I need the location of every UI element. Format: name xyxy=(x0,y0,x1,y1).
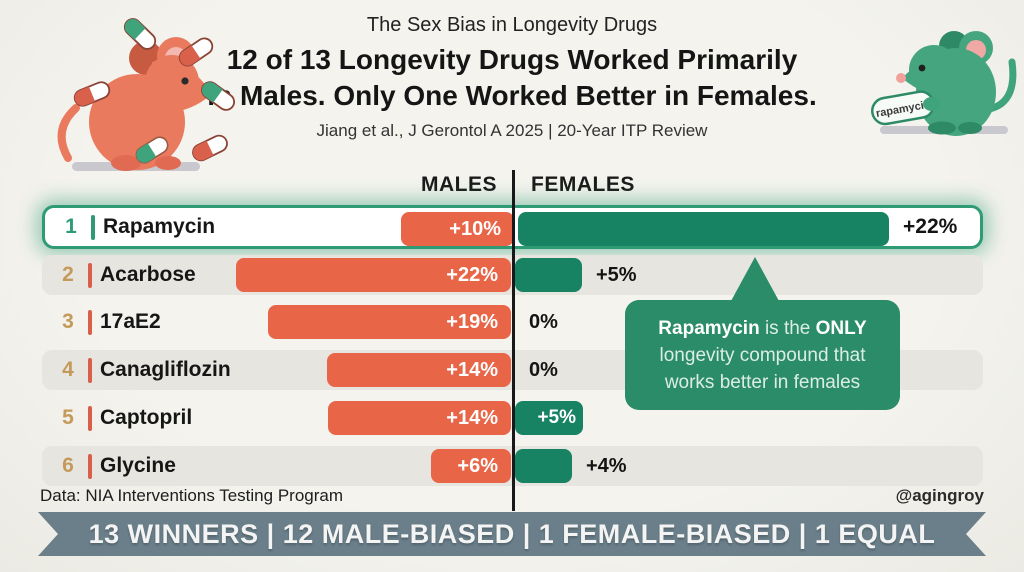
header: The Sex Bias in Longevity Drugs 12 of 13… xyxy=(0,14,1024,141)
male-value-label: +10% xyxy=(449,217,501,240)
orange-mouse-with-pills-icon xyxy=(57,18,235,171)
rapamycin-callout: Rapamycin is the ONLY longevity compound… xyxy=(625,300,900,410)
rank-divider xyxy=(91,215,95,240)
chart-main-title: 12 of 13 Longevity Drugs Worked Primaril… xyxy=(0,42,1024,114)
callout-bold-rapamycin: Rapamycin xyxy=(658,317,760,339)
male-bar: +10% xyxy=(401,212,514,246)
rank-divider xyxy=(88,358,92,383)
axis-divider-line xyxy=(512,170,515,511)
male-value-label: +14% xyxy=(446,406,498,429)
drug-name: Captopril xyxy=(100,406,193,429)
title-line-1: 12 of 13 Longevity Drugs Worked Primaril… xyxy=(226,44,798,75)
drug-row-captopril: 5 Captopril +14% +5% xyxy=(42,398,983,438)
female-value-label: +5% xyxy=(596,264,637,286)
callout-line-2: longevity compound that xyxy=(659,344,866,366)
male-value-label: +6% xyxy=(457,454,498,477)
rank-number: 5 xyxy=(62,406,74,429)
rank-divider xyxy=(88,310,92,335)
female-value-label: +5% xyxy=(537,407,576,428)
column-header-females: FEMALES xyxy=(531,173,635,196)
male-bar: +14% xyxy=(328,401,511,435)
male-bar: +19% xyxy=(268,305,511,339)
callout-line-3: works better in females xyxy=(664,371,861,393)
female-value-label: +22% xyxy=(903,215,958,238)
drug-name: 17aE2 xyxy=(100,310,161,333)
female-value-label: 0% xyxy=(529,359,558,381)
data-source-text: Data: NIA Interventions Testing Program xyxy=(40,486,344,505)
rank-divider xyxy=(88,406,92,431)
female-bar xyxy=(515,258,582,292)
male-bar: +22% xyxy=(236,258,511,292)
callout-text: Rapamycin is the ONLY longevity compound… xyxy=(648,315,876,396)
male-value-label: +14% xyxy=(446,358,498,381)
female-value-label: 0% xyxy=(529,311,558,333)
rank-divider xyxy=(88,263,92,288)
callout-pointer xyxy=(731,257,779,301)
male-bar: +6% xyxy=(431,449,511,483)
drug-name: Canagliflozin xyxy=(100,358,231,381)
title-line-2: in Males. Only One Worked Better in Fema… xyxy=(207,80,817,111)
male-bar: +14% xyxy=(327,353,511,387)
drug-name: Acarbose xyxy=(100,263,196,286)
summary-banner-text: 13 WINNERS | 12 MALE-BIASED | 1 FEMALE-B… xyxy=(88,518,936,549)
callout-mid-text: is the xyxy=(759,317,816,339)
drug-name: Glycine xyxy=(100,454,176,477)
citation-text: Jiang et al., J Gerontol A 2025 | 20-Yea… xyxy=(316,121,708,140)
column-header-males: MALES xyxy=(421,173,497,196)
drug-name: Rapamycin xyxy=(103,215,216,238)
summary-banner-ribbon: 13 WINNERS | 12 MALE-BIASED | 1 FEMALE-B… xyxy=(38,512,986,556)
drug-row-17ae2: 3 17aE2 +19% 0% xyxy=(42,302,983,342)
author-handle: @agingroy xyxy=(895,486,984,505)
female-bar xyxy=(515,449,572,483)
rank-number: 3 xyxy=(62,310,74,333)
female-value-label: +4% xyxy=(586,455,627,477)
chart-eyebrow-title: The Sex Bias in Longevity Drugs xyxy=(366,14,658,36)
female-bar xyxy=(518,212,889,246)
callout-bold-only: ONLY xyxy=(815,317,867,339)
rank-divider xyxy=(88,454,92,479)
rank-number: 2 xyxy=(62,263,74,286)
rank-number: 4 xyxy=(62,358,74,381)
male-value-label: +19% xyxy=(446,310,498,333)
green-mouse-holding-pill-icon: rapamycin xyxy=(871,31,1017,136)
female-bar: +5% xyxy=(515,401,583,435)
rank-number: 1 xyxy=(65,215,77,238)
rank-number: 6 xyxy=(62,454,74,477)
male-value-label: +22% xyxy=(446,263,498,286)
